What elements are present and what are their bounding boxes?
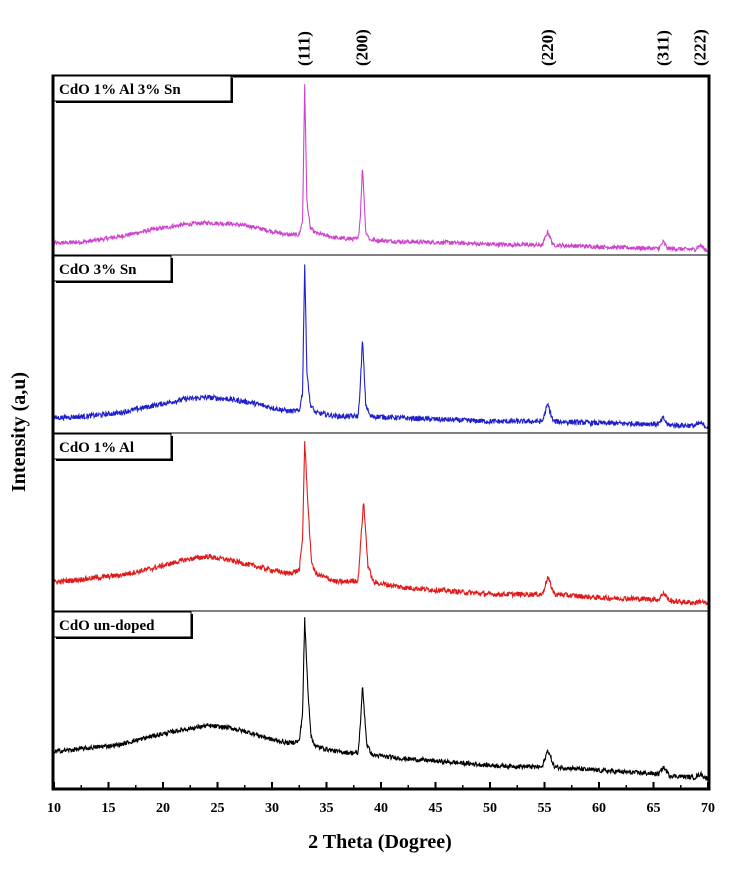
x-tick-label: 50 — [483, 801, 497, 816]
peak-label: (111) — [295, 31, 314, 66]
series-line-2 — [53, 264, 709, 430]
series-line-4 — [53, 617, 709, 782]
legend-panel-2: CdO 3% Sn — [53, 255, 173, 283]
y-axis-title: Intensity (a,u) — [8, 372, 30, 492]
peak-labels: (111) (200) (220) (311) (222) — [295, 29, 710, 66]
x-tick-label: 70 — [701, 801, 715, 816]
series-line-1 — [53, 84, 709, 253]
x-tick-label: 60 — [592, 801, 606, 816]
legend-panel-3: CdO 1% Al — [53, 433, 173, 461]
peak-label: (311) — [653, 30, 672, 66]
x-axis-title: 2 Theta (Dogree) — [308, 831, 452, 853]
x-tick-label: 20 — [156, 801, 170, 816]
x-tick-label: 30 — [265, 801, 279, 816]
x-tick-label: 35 — [320, 801, 334, 816]
panel-dividers — [54, 254, 708, 612]
series-line-3 — [53, 441, 709, 607]
x-tick-label: 55 — [538, 801, 552, 816]
peak-label: (222) — [690, 29, 709, 66]
x-tick-label: 45 — [429, 801, 443, 816]
x-tick-label: 65 — [647, 801, 661, 816]
x-tick-label: 10 — [47, 801, 61, 816]
series-lines — [53, 84, 709, 782]
peak-label: (220) — [538, 29, 557, 66]
x-tick-label: 25 — [211, 801, 225, 816]
legend-panel-4: CdO un-doped — [53, 611, 193, 639]
legend-label: CdO un-doped — [59, 618, 155, 634]
x-tick-label: 15 — [102, 801, 116, 816]
legend-label: CdO 1% Al — [59, 440, 134, 456]
legend-label: CdO 1% Al 3% Sn — [59, 82, 181, 98]
x-tick-label: 40 — [374, 801, 388, 816]
legend-label: CdO 3% Sn — [59, 262, 137, 278]
x-axis: 10 15 20 25 30 35 40 45 50 55 60 65 70 — [47, 782, 715, 816]
legend-panel-1: CdO 1% Al 3% Sn — [53, 75, 233, 103]
peak-label: (200) — [352, 29, 371, 66]
